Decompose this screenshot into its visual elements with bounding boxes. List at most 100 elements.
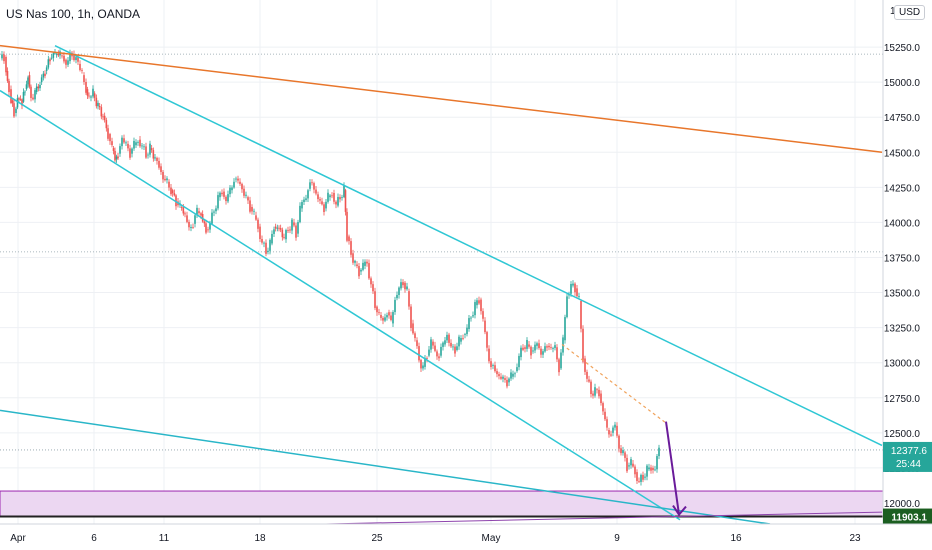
candle-body xyxy=(95,97,98,107)
candle-body xyxy=(388,312,390,316)
candle-body xyxy=(3,54,5,62)
candle-body xyxy=(135,142,137,146)
candle-body xyxy=(27,77,29,85)
candle-body xyxy=(271,233,273,244)
candle-body xyxy=(34,90,36,100)
candle-body xyxy=(630,459,632,466)
candle-body xyxy=(57,53,60,56)
candle-body xyxy=(251,206,253,212)
candle-body xyxy=(327,192,329,202)
candle-body xyxy=(5,56,7,73)
candle-body xyxy=(462,338,464,339)
candle-body xyxy=(554,345,556,349)
projection-arrow-shaft xyxy=(665,421,680,515)
candle-body xyxy=(578,296,580,297)
candle-body xyxy=(75,57,77,61)
candle-body xyxy=(614,424,616,428)
price-tick-label: 15250.0 xyxy=(884,43,921,54)
candle-body xyxy=(8,80,10,93)
candle-body xyxy=(200,213,202,216)
candle-body xyxy=(514,373,516,375)
candle-body xyxy=(422,365,424,369)
candle-body xyxy=(112,148,115,151)
candle-body xyxy=(346,211,348,241)
candle-body xyxy=(313,183,315,190)
candle-body xyxy=(474,302,476,316)
candle-body xyxy=(534,344,536,351)
candle-body xyxy=(237,178,239,181)
candle-body xyxy=(207,229,209,231)
candle-body xyxy=(454,346,456,354)
candle-body xyxy=(133,140,135,149)
candle-body xyxy=(450,342,452,347)
candle-body xyxy=(297,222,299,234)
candle-body xyxy=(184,213,186,215)
candle-body xyxy=(301,202,303,209)
candle-body xyxy=(496,371,498,375)
candle-body xyxy=(15,108,17,114)
candle-body xyxy=(52,53,55,58)
candle-body xyxy=(73,54,75,61)
candle-body xyxy=(227,194,229,202)
price-tick-label: 14750.0 xyxy=(884,113,921,124)
candle-body xyxy=(640,474,642,482)
candle-body xyxy=(40,77,43,83)
candle-body xyxy=(213,211,215,213)
countdown-label: 25:44 xyxy=(896,459,921,470)
candle-body xyxy=(374,291,376,308)
candle-body xyxy=(39,84,41,89)
candle-body xyxy=(219,192,221,198)
candle-body xyxy=(205,223,207,233)
channel-top-line xyxy=(54,45,883,447)
candle-body xyxy=(404,282,406,290)
candle-body xyxy=(368,263,370,279)
candle-body xyxy=(500,376,502,379)
candle-body xyxy=(652,467,654,471)
candle-body xyxy=(154,157,156,159)
rising-support-line xyxy=(325,511,883,525)
candle-body xyxy=(90,96,92,98)
price-tick-label: 13000.0 xyxy=(884,359,921,370)
candle-body xyxy=(117,156,119,159)
candle-body xyxy=(291,219,293,231)
candle-body xyxy=(536,343,538,346)
candle-body xyxy=(28,75,31,87)
candle-body xyxy=(480,299,482,312)
candle-body xyxy=(32,97,34,100)
candle-body xyxy=(65,59,67,65)
candle-body xyxy=(156,157,158,161)
projection-arrow-head xyxy=(672,504,687,517)
candle-body xyxy=(293,222,295,226)
candle-body xyxy=(582,328,584,362)
candle-body xyxy=(570,284,572,294)
candle-body xyxy=(198,211,200,214)
candle-body xyxy=(21,99,23,106)
candle-body xyxy=(18,98,20,100)
candle-body xyxy=(350,241,352,255)
candle-body xyxy=(188,221,190,228)
candle-body xyxy=(612,427,614,433)
candle-body xyxy=(522,347,524,350)
candle-body xyxy=(594,387,596,396)
candle-body xyxy=(127,143,129,149)
currency-badge[interactable]: USD xyxy=(894,5,926,20)
candle-body xyxy=(196,207,198,216)
candle-body xyxy=(249,200,251,212)
candle-body xyxy=(245,194,247,196)
candle-body xyxy=(390,315,392,320)
candle-body xyxy=(632,463,634,467)
candle-body xyxy=(67,60,69,65)
price-tick-label: 12750.0 xyxy=(884,394,921,405)
candle-body xyxy=(360,269,362,272)
candle-body xyxy=(506,379,508,387)
candle-body xyxy=(337,197,339,206)
candle-body xyxy=(408,291,410,307)
candle-body xyxy=(194,215,196,224)
candle-body xyxy=(223,191,225,197)
candle-body xyxy=(276,227,279,229)
candle-body xyxy=(606,419,608,428)
candle-body xyxy=(341,197,343,198)
candle-body xyxy=(548,345,550,348)
candle-body xyxy=(247,197,249,201)
